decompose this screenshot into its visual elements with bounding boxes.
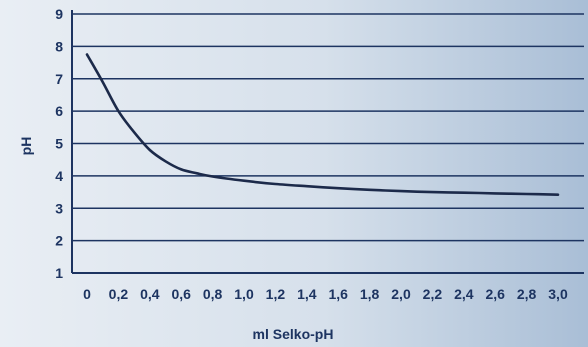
x-tick-label-5: 1,0 — [234, 286, 254, 302]
x-axis-label: ml Selko-pH — [253, 326, 334, 342]
x-tick-label-4: 0,8 — [203, 286, 223, 302]
y-tick-label-8: 8 — [55, 38, 63, 54]
y-tick-label-1: 1 — [55, 265, 63, 281]
x-tick-label-1: 0,2 — [109, 286, 129, 302]
y-tick-label-2: 2 — [55, 233, 63, 249]
y-tick-labels: 1 2 3 4 5 6 7 8 9 — [55, 6, 63, 281]
y-tick-label-4: 4 — [55, 168, 63, 184]
series-line-0 — [85, 53, 560, 196]
y-axis-label: pH — [18, 137, 34, 156]
x-tick-label-9: 1,8 — [360, 286, 380, 302]
x-tick-label-10: 2,0 — [391, 286, 411, 302]
x-tick-label-7: 1,4 — [297, 286, 317, 302]
x-tick-label-11: 2,2 — [423, 286, 443, 302]
x-tick-label-13: 2,6 — [485, 286, 505, 302]
y-tick-label-7: 7 — [55, 71, 63, 87]
series-lines — [85, 53, 560, 196]
y-tick-label-5: 5 — [55, 136, 63, 152]
x-tick-labels: 0 0,2 0,4 0,6 0,8 1,0 1,2 1,4 1,6 1,8 2,0 2,2 2,4 2,6… — [83, 286, 568, 302]
axes — [71, 10, 584, 274]
x-tick-label-12: 2,4 — [454, 286, 474, 302]
x-tick-label-3: 0,6 — [171, 286, 191, 302]
x-tick-label-8: 1,6 — [328, 286, 348, 302]
x-tick-label-15: 3,0 — [548, 286, 568, 302]
x-tick-label-6: 1,2 — [266, 286, 286, 302]
y-tick-label-6: 6 — [55, 103, 63, 119]
x-tick-label-2: 0,4 — [140, 286, 160, 302]
y-tick-label-9: 9 — [55, 6, 63, 22]
grid-lines — [72, 13, 584, 242]
y-tick-label-3: 3 — [55, 200, 63, 216]
x-tick-label-0: 0 — [83, 286, 91, 302]
x-tick-label-14: 2,8 — [517, 286, 537, 302]
